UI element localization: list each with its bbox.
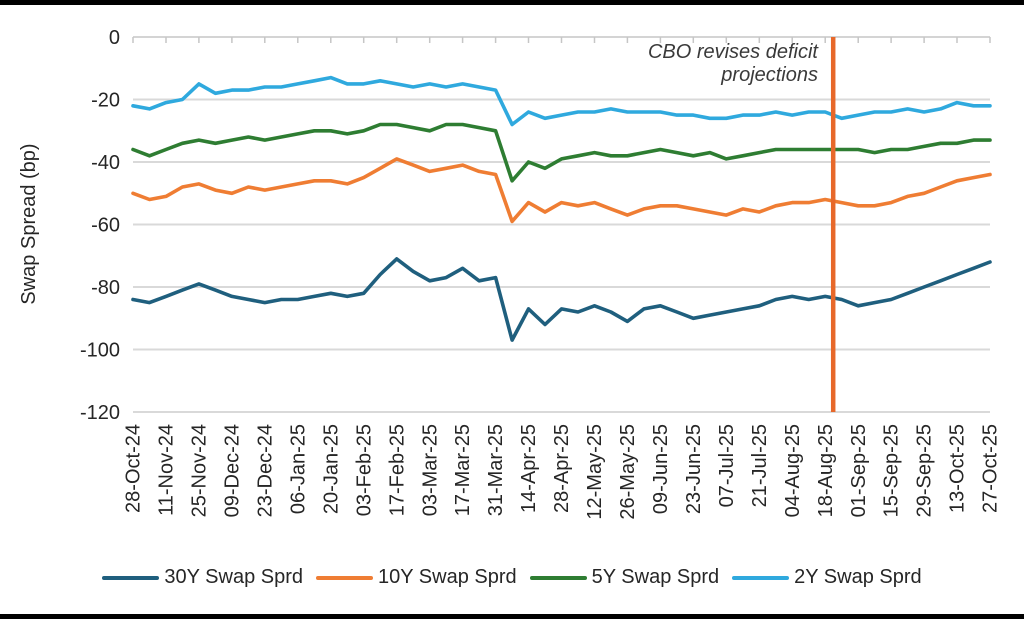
- series-line-30y-swap-sprd: [131, 257, 992, 342]
- legend-swatch: [316, 575, 373, 580]
- x-axis-label: 13-Oct-25: [947, 424, 969, 513]
- x-axis-label: 28-Apr-25: [551, 424, 573, 513]
- x-axis-label: 18-Aug-25: [815, 424, 837, 517]
- x-axis-label: 15-Sep-25: [881, 424, 903, 517]
- x-axis-label: 14-Apr-25: [518, 424, 540, 513]
- y-axis-label: -40: [91, 152, 120, 174]
- y-axis-title: Swap Spread (bp): [18, 143, 40, 305]
- series-line-10y-swap-sprd: [131, 157, 992, 224]
- x-axis-label: 23-Dec-24: [254, 424, 276, 517]
- legend-item-2y-swap-sprd: 2Y Swap Sprd: [732, 566, 922, 589]
- x-axis-label: 17-Mar-25: [452, 424, 474, 516]
- x-axis-label: 28-Oct-24: [123, 424, 145, 513]
- y-axis-label: -20: [91, 90, 120, 112]
- top-border-bar: [0, 0, 1024, 5]
- x-axis-label: 04-Aug-25: [782, 424, 804, 517]
- legend-label: 5Y Swap Sprd: [591, 566, 720, 588]
- x-axis-label: 20-Jan-25: [320, 424, 342, 514]
- annotation-line-2: projections: [721, 64, 818, 86]
- x-axis-label: 11-Nov-24: [156, 424, 178, 516]
- legend-item-5y-swap-sprd: 5Y Swap Sprd: [529, 566, 720, 589]
- x-axis-label: 25-Nov-24: [189, 424, 211, 517]
- y-axis-label: 0: [109, 27, 120, 49]
- x-axis-label: 06-Jan-25: [287, 424, 309, 514]
- chart-annotation: CBO revises deficit projections: [648, 41, 818, 87]
- x-axis-label: 23-Jun-25: [683, 424, 705, 514]
- legend-label: 10Y Swap Sprd: [378, 566, 517, 588]
- legend-label: 30Y Swap Sprd: [164, 566, 303, 588]
- x-axis-label: 29-Sep-25: [914, 424, 936, 517]
- x-axis-label: 26-May-25: [617, 424, 639, 520]
- y-axis-label: -80: [91, 277, 120, 299]
- chart-legend: 30Y Swap Sprd 10Y Swap Sprd 5Y Swap Sprd 2Y…: [0, 566, 1024, 589]
- x-axis-label: 01-Sep-25: [848, 424, 870, 517]
- x-axis-label: 09-Dec-24: [222, 424, 244, 517]
- series-line-2y-swap-sprd: [131, 75, 992, 127]
- series-line-5y-swap-sprd: [131, 122, 992, 183]
- legend-label: 2Y Swap Sprd: [794, 566, 922, 588]
- x-axis-label: 03-Mar-25: [419, 424, 441, 516]
- x-axis-label: 12-May-25: [584, 424, 606, 520]
- x-axis-label: 27-Oct-25: [980, 424, 1002, 513]
- legend-swatch: [732, 575, 790, 580]
- x-axis-label: 07-Jul-25: [716, 424, 738, 507]
- legend-swatch: [529, 575, 587, 580]
- y-axis-label: -60: [91, 215, 120, 237]
- x-axis-label: 21-Jul-25: [749, 424, 771, 507]
- x-axis-label: 03-Feb-25: [353, 424, 375, 516]
- y-axis-label: -120: [80, 402, 120, 424]
- x-axis-label: 31-Mar-25: [485, 424, 507, 516]
- legend-item-30y-swap-sprd: 30Y Swap Sprd: [102, 566, 303, 589]
- legend-item-10y-swap-sprd: 10Y Swap Sprd: [316, 566, 517, 589]
- x-axis-label: 09-Jun-25: [650, 424, 672, 514]
- legend-swatch: [102, 575, 160, 580]
- bottom-border-bar: [0, 614, 1024, 619]
- annotation-line-1: CBO revises deficit: [647, 41, 818, 63]
- y-axis-label: -100: [80, 340, 120, 362]
- x-axis-label: 17-Feb-25: [386, 424, 408, 516]
